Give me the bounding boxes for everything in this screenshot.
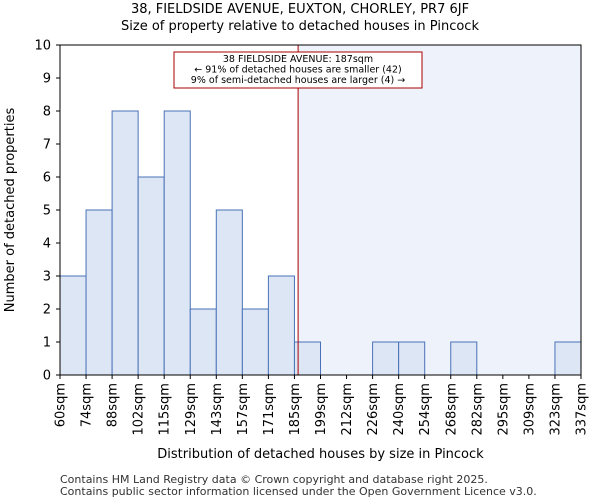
x-tick-label: 185sqm xyxy=(288,383,303,436)
x-tick-label: 254sqm xyxy=(418,383,433,436)
y-tick-label: 5 xyxy=(43,204,51,219)
bar-88sqm xyxy=(111,110,139,376)
annotation-box-frame xyxy=(173,51,423,89)
x-axis: 60sqm 74sqm 88sqm 102sqm 115sqm 129sqm 143sqm 1… xyxy=(54,375,590,436)
x-tick-label: 309sqm xyxy=(522,383,537,436)
bars-group xyxy=(59,110,582,376)
chart-title: Size of property relative to detached ho… xyxy=(121,19,479,34)
bar-268sqm xyxy=(450,341,478,376)
x-tick-label: 102sqm xyxy=(132,383,147,436)
y-tick-label: 7 xyxy=(43,138,51,153)
x-tick-label: 212sqm xyxy=(340,383,355,436)
x-tick-label: 129sqm xyxy=(184,383,199,436)
x-tick-label: 157sqm xyxy=(236,383,251,436)
y-tick-label: 2 xyxy=(43,303,51,318)
y-tick-label: 8 xyxy=(43,105,51,120)
chart-title-address: 38, FIELDSIDE AVENUE, EUXTON, CHORLEY, P… xyxy=(130,2,470,17)
footer-licence: Contains public sector information licen… xyxy=(60,485,537,498)
bar-157sqm xyxy=(241,308,269,376)
y-tick-label: 6 xyxy=(43,171,51,186)
y-axis: 0 1 2 3 4 5 6 7 8 9 10 xyxy=(34,39,60,384)
bar-115sqm xyxy=(163,110,191,376)
x-tick-label: 171sqm xyxy=(262,383,277,436)
x-tick-label: 323sqm xyxy=(548,383,563,436)
bar-60sqm xyxy=(59,275,87,376)
x-axis-label: Distribution of detached houses by size … xyxy=(157,447,484,462)
x-tick-label: 268sqm xyxy=(444,383,459,436)
x-tick-label: 115sqm xyxy=(158,383,173,436)
x-tick-label: 143sqm xyxy=(210,383,225,436)
bar-240sqm xyxy=(398,341,426,376)
annotation-box: 38 FIELDSIDE AVENUE: 187sqm ← 91% of det… xyxy=(173,51,423,89)
x-tick-label: 226sqm xyxy=(366,383,381,436)
y-tick-label: 3 xyxy=(43,270,51,285)
annotation-line-3: 9% of semi-detached houses are larger (4… xyxy=(191,75,405,86)
x-tick-label: 337sqm xyxy=(575,383,590,436)
y-tick-label: 9 xyxy=(43,72,51,87)
y-tick-label: 0 xyxy=(43,369,51,384)
x-tick-label: 240sqm xyxy=(392,383,407,436)
y-tick-label: 1 xyxy=(43,336,51,351)
annotation-line-1: 38 FIELDSIDE AVENUE: 187sqm xyxy=(223,54,373,65)
x-tick-label: 295sqm xyxy=(496,383,511,436)
x-tick-label: 74sqm xyxy=(80,383,95,427)
y-tick-label: 10 xyxy=(34,39,51,54)
bar-102sqm xyxy=(137,176,165,376)
bar-171sqm xyxy=(267,275,295,376)
x-tick-label: 60sqm xyxy=(54,383,69,427)
x-tick-label: 199sqm xyxy=(314,383,329,436)
bar-129sqm xyxy=(189,308,217,376)
bar-74sqm xyxy=(85,209,113,376)
bar-chart: 38 FIELDSIDE AVENUE: 187sqm ← 91% of det… xyxy=(3,39,590,463)
bar-143sqm xyxy=(215,209,243,376)
footer-copyright: Contains HM Land Registry data © Crown c… xyxy=(60,473,488,486)
y-tick-label: 4 xyxy=(43,237,51,252)
x-tick-label: 282sqm xyxy=(470,383,485,436)
bar-226sqm xyxy=(372,341,400,376)
x-tick-label: 88sqm xyxy=(106,383,121,427)
bar-323sqm xyxy=(554,341,582,376)
annotation-line-2: ← 91% of detached houses are smaller (42… xyxy=(194,65,401,76)
y-axis-label: Number of detached properties xyxy=(3,108,18,313)
highlight-region xyxy=(298,45,581,375)
